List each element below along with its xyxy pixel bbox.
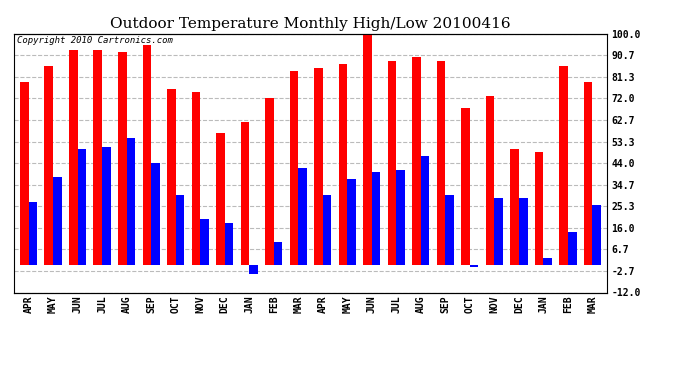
Bar xyxy=(118,52,126,265)
Text: Copyright 2010 Cartronics.com: Copyright 2010 Cartronics.com xyxy=(17,36,172,45)
Bar xyxy=(437,62,445,265)
Bar xyxy=(388,62,396,265)
Bar xyxy=(20,82,28,265)
Bar xyxy=(200,219,209,265)
Bar xyxy=(126,138,135,265)
Bar xyxy=(339,64,347,265)
Bar xyxy=(53,177,61,265)
Bar xyxy=(69,50,77,265)
Bar xyxy=(298,168,307,265)
Bar xyxy=(396,170,405,265)
Bar xyxy=(249,265,258,274)
Bar xyxy=(151,163,159,265)
Bar xyxy=(93,50,102,265)
Bar xyxy=(102,147,110,265)
Bar xyxy=(323,195,331,265)
Bar xyxy=(519,198,528,265)
Bar xyxy=(535,152,544,265)
Bar xyxy=(421,156,429,265)
Bar xyxy=(568,232,577,265)
Bar xyxy=(593,205,601,265)
Bar xyxy=(77,149,86,265)
Bar xyxy=(290,71,298,265)
Bar xyxy=(44,66,53,265)
Bar xyxy=(314,68,323,265)
Bar xyxy=(216,133,225,265)
Title: Outdoor Temperature Monthly High/Low 20100416: Outdoor Temperature Monthly High/Low 201… xyxy=(110,17,511,31)
Bar xyxy=(274,242,282,265)
Bar xyxy=(363,32,372,265)
Bar xyxy=(143,45,151,265)
Bar xyxy=(445,195,454,265)
Bar xyxy=(544,258,552,265)
Bar xyxy=(470,265,478,267)
Bar xyxy=(560,66,568,265)
Bar xyxy=(347,179,356,265)
Bar xyxy=(584,82,593,265)
Bar xyxy=(176,195,184,265)
Bar xyxy=(412,57,421,265)
Bar xyxy=(486,96,495,265)
Bar xyxy=(28,202,37,265)
Bar xyxy=(225,223,233,265)
Bar xyxy=(372,172,380,265)
Bar xyxy=(192,92,200,265)
Bar xyxy=(167,89,176,265)
Bar xyxy=(495,198,503,265)
Bar xyxy=(462,108,470,265)
Bar xyxy=(265,99,274,265)
Bar xyxy=(511,149,519,265)
Bar xyxy=(241,122,249,265)
